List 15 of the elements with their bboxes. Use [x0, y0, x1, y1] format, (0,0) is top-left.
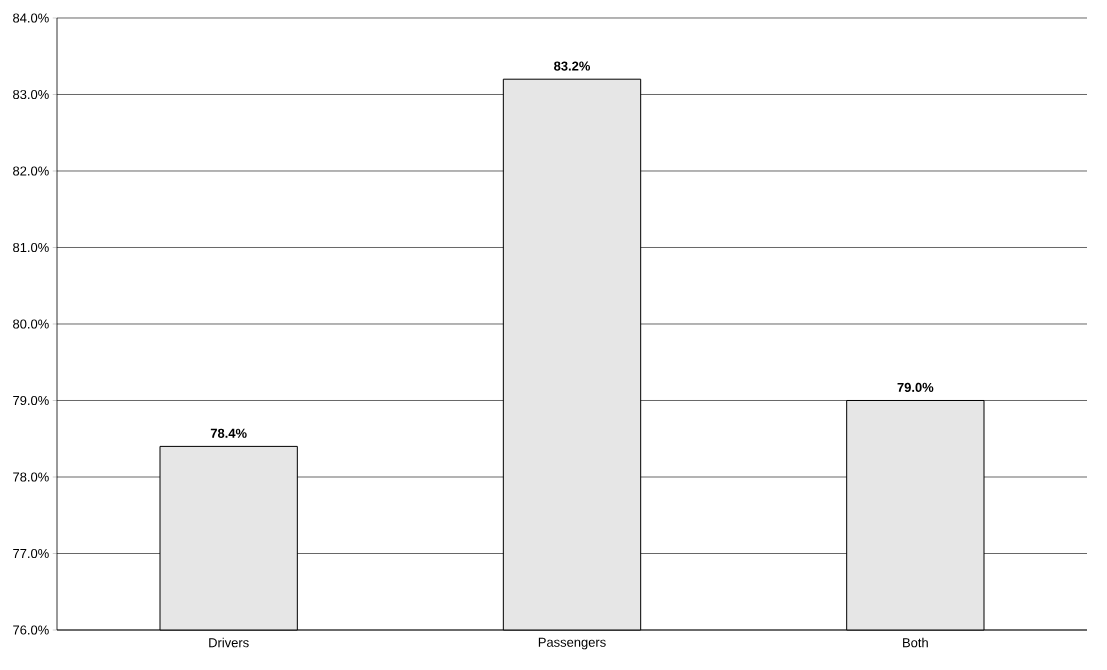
x-tick-label: Both [903, 637, 928, 648]
y-tick-label: 83.0% [13, 89, 49, 100]
y-tick-label: 82.0% [13, 166, 49, 176]
y-tick-label: 80.0% [13, 319, 49, 329]
data-label: 79.0% [897, 382, 934, 392]
data-label: 78.4% [210, 428, 247, 438]
x-tick-label: Drivers [209, 637, 249, 648]
data-label: 83.2% [554, 61, 591, 71]
y-tick-label: 84.0% [13, 13, 49, 23]
y-tick-label: 78.0% [13, 472, 49, 482]
y-tick-label: 77.0% [13, 548, 49, 559]
x-tick-label: Passengers [538, 637, 606, 650]
y-tick-label: 81.0% [13, 242, 49, 253]
y-tick-label: 79.0% [13, 395, 49, 406]
y-tick-label: 76.0% [13, 625, 49, 635]
